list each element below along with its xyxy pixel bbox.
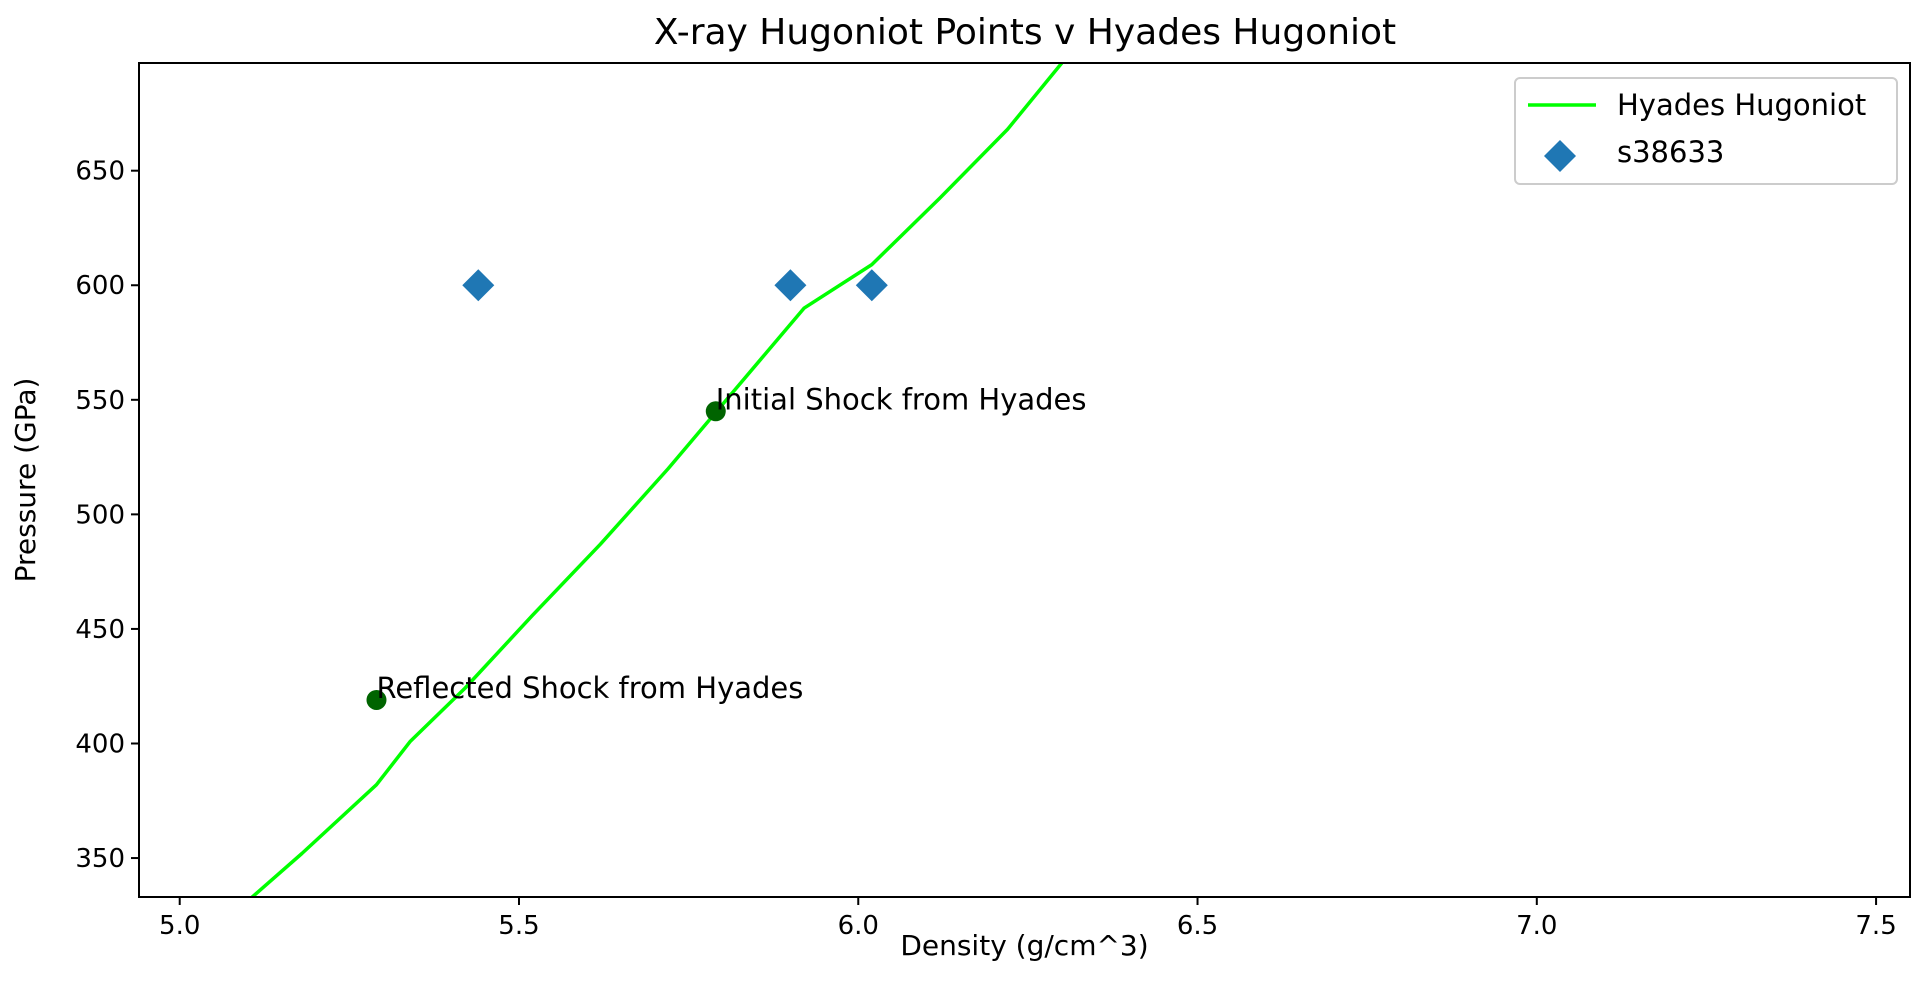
shock-annotation: Reflected Shock from Hyades [376,671,803,705]
s38633-point [774,269,807,302]
legend-diamond-swatch [1544,140,1576,172]
hyades-hugoniot-line [249,63,1064,897]
shock-annotation: Initial Shock from Hyades [716,382,1087,416]
chart-title: X-ray Hugoniot Points v Hyades Hugoniot [654,12,1396,53]
hyades-shock-point [366,689,387,710]
y-tick-label: 650 [75,157,125,187]
y-tick-label: 600 [75,271,125,301]
x-tick-label: 5.5 [498,911,539,941]
y-axis: 350 400 450 500 550 600 650 [75,157,139,874]
y-tick-label: 400 [75,729,125,759]
y-tick-label: 550 [75,386,125,416]
y-tick-label: 350 [75,844,125,874]
x-axis-label: Density (g/cm^3) [900,929,1148,962]
y-axis-label: Pressure (GPa) [9,378,42,583]
s38633-point [855,269,888,302]
x-tick-label: 6.0 [838,911,879,941]
x-tick-label: 7.0 [1516,911,1557,941]
s38633-point [462,269,495,302]
plot-frame [138,62,1911,898]
hyades-shock-point [705,401,726,422]
plot-area [249,63,1064,897]
y-tick-label: 500 [75,500,125,530]
x-tick-label: 6.5 [1177,911,1218,941]
x-tick-label: 5.0 [159,911,200,941]
y-tick-label: 450 [75,615,125,645]
legend-label-hyades: Hyades Hugoniot [1617,88,1866,122]
legend-label-s38633: s38633 [1617,135,1724,169]
x-tick-label: 7.5 [1855,911,1896,941]
legend: Hyades Hugoniot s38633 [1514,77,1898,185]
x-axis: 5.0 5.5 6.0 6.5 7.0 7.5 [159,897,1897,941]
legend-box [1514,77,1898,185]
